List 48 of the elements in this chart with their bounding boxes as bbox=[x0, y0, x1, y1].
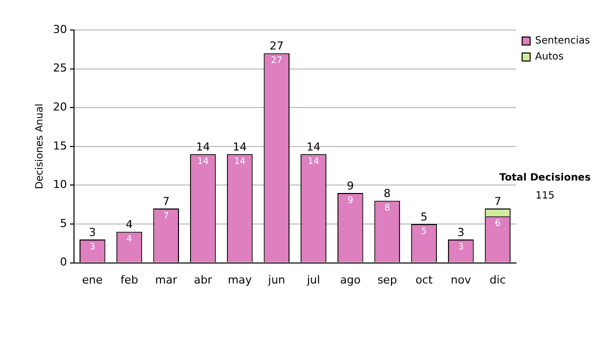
x-tick-label: ene bbox=[82, 273, 103, 286]
data-label: 14 bbox=[234, 157, 246, 168]
x-tick-label: feb bbox=[120, 273, 138, 286]
x-tick-label: sep bbox=[377, 273, 397, 286]
data-label: 14 bbox=[308, 157, 320, 168]
total-label: 5 bbox=[420, 210, 428, 224]
total-label: 14 bbox=[232, 140, 247, 154]
x-tick-label: abr bbox=[194, 273, 213, 286]
y-tick-label: 5 bbox=[60, 216, 67, 230]
x-tick-label: jul bbox=[306, 273, 320, 286]
data-label: 3 bbox=[458, 242, 464, 252]
total-label: 9 bbox=[346, 179, 354, 192]
y-tick-label: 0 bbox=[60, 256, 67, 269]
y-tick-label: 30 bbox=[52, 22, 67, 36]
y-axis-title: Decisiones Anual bbox=[34, 104, 46, 190]
x-tick-label: may bbox=[228, 273, 252, 286]
data-label: 5 bbox=[421, 226, 427, 237]
data-label: 8 bbox=[384, 204, 390, 214]
total-label: 4 bbox=[126, 218, 133, 232]
total-label: 3 bbox=[88, 226, 96, 239]
x-tick-label: dic bbox=[490, 273, 506, 286]
data-label: 4 bbox=[126, 234, 132, 245]
data-label: 6 bbox=[494, 219, 501, 230]
legend-label: Autos bbox=[535, 52, 564, 63]
total-label: 14 bbox=[196, 140, 210, 154]
y-tick-label: 15 bbox=[52, 139, 67, 152]
data-label: 14 bbox=[197, 157, 209, 168]
data-label: 27 bbox=[270, 56, 282, 66]
data-label: 9 bbox=[347, 196, 354, 206]
x-tick-label: oct bbox=[415, 273, 434, 286]
total-label: 7 bbox=[494, 194, 502, 208]
total-label: 8 bbox=[384, 187, 391, 200]
y-tick-label: 10 bbox=[52, 178, 67, 192]
y-tick-label: 20 bbox=[52, 100, 67, 114]
data-label: 3 bbox=[90, 242, 96, 252]
x-tick-label: mar bbox=[155, 273, 178, 286]
total-label: 7 bbox=[162, 194, 170, 208]
legend-label: Sentencias bbox=[535, 36, 590, 47]
y-tick-label: 25 bbox=[52, 62, 67, 75]
total-label: 3 bbox=[457, 226, 464, 239]
x-tick-label: nov bbox=[450, 273, 472, 286]
data-label: 7 bbox=[163, 211, 169, 222]
total-label: 27 bbox=[270, 40, 284, 53]
total-label: 14 bbox=[306, 140, 320, 154]
text: 115 bbox=[535, 190, 555, 202]
x-tick-label: ago bbox=[340, 273, 361, 286]
x-tick-label: jun bbox=[267, 273, 286, 286]
annotation: Total Decisiones bbox=[499, 172, 591, 184]
